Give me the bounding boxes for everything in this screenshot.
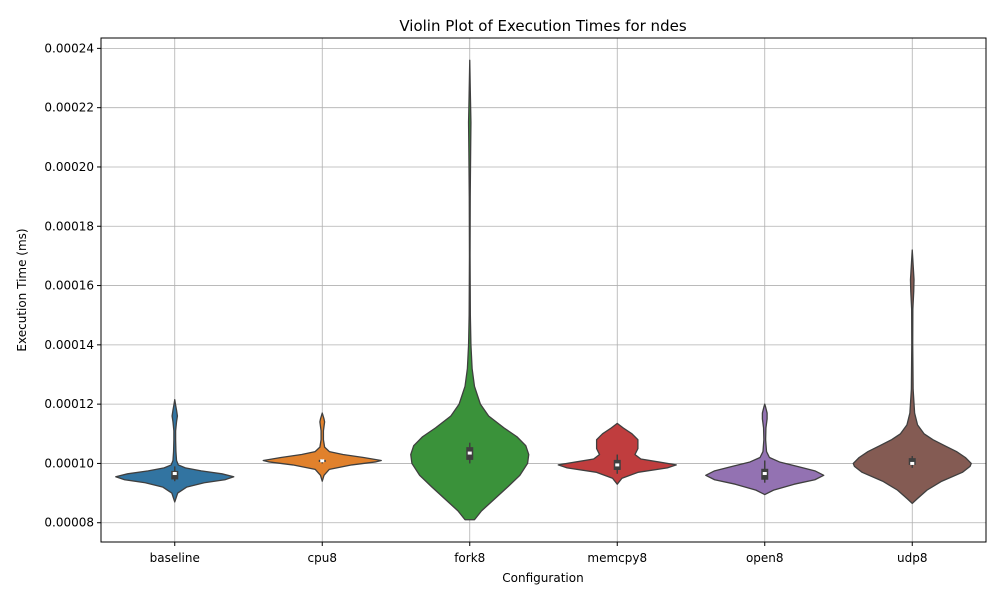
violin-body-open8	[705, 403, 825, 496]
violin-udp8	[852, 249, 972, 505]
violin-median-marker	[172, 472, 177, 476]
violin-body-cpu8	[262, 412, 382, 482]
x-tick-label-cpu8: cpu8	[308, 551, 337, 565]
x-axis: baseline cpu8 fork8 memcpy8 open8 udp8	[150, 542, 927, 565]
violin-median-marker	[320, 459, 325, 463]
violin-median-marker	[467, 451, 472, 455]
y-tick-label: 0.00008	[44, 516, 94, 530]
violin-body-fork8	[410, 59, 530, 521]
x-tick-label-open8: open8	[746, 551, 784, 565]
violins	[115, 59, 972, 521]
y-tick-label: 0.00024	[44, 41, 94, 55]
y-tick-label: 0.00022	[44, 101, 94, 115]
violin-fork8	[410, 59, 530, 521]
violin-body-udp8	[852, 249, 972, 505]
y-axis: 0.00008 0.00010 0.00012 0.00014 0.00016 0.000…	[44, 41, 101, 530]
x-tick-label-udp8: udp8	[897, 551, 927, 565]
violin-median-marker	[615, 463, 620, 467]
y-tick-label: 0.00010	[44, 456, 94, 470]
y-tick-label: 0.00016	[44, 279, 94, 293]
violin-body-memcpy8	[557, 422, 677, 485]
violin-open8	[705, 403, 825, 496]
violin-median-marker	[762, 472, 767, 476]
violin-median-marker	[910, 461, 915, 465]
violin-body-baseline	[115, 399, 235, 503]
x-tick-label-memcpy8: memcpy8	[587, 551, 647, 565]
y-axis-label: Execution Time (ms)	[15, 228, 29, 351]
x-axis-label: Configuration	[502, 571, 583, 585]
violin-baseline	[115, 399, 235, 503]
y-tick-label: 0.00020	[44, 160, 94, 174]
y-tick-label: 0.00014	[44, 338, 94, 352]
y-tick-label: 0.00018	[44, 219, 94, 233]
violin-memcpy8	[557, 422, 677, 485]
x-tick-label-fork8: fork8	[454, 551, 485, 565]
violin-iqr-box	[171, 470, 179, 480]
y-tick-label: 0.00012	[44, 397, 94, 411]
violin-iqr-box	[908, 458, 916, 465]
plot-frame	[100, 37, 987, 543]
chart-title: Violin Plot of Execution Times for ndes	[399, 17, 686, 35]
violin-cpu8	[262, 412, 382, 482]
x-tick-label-baseline: baseline	[150, 551, 200, 565]
